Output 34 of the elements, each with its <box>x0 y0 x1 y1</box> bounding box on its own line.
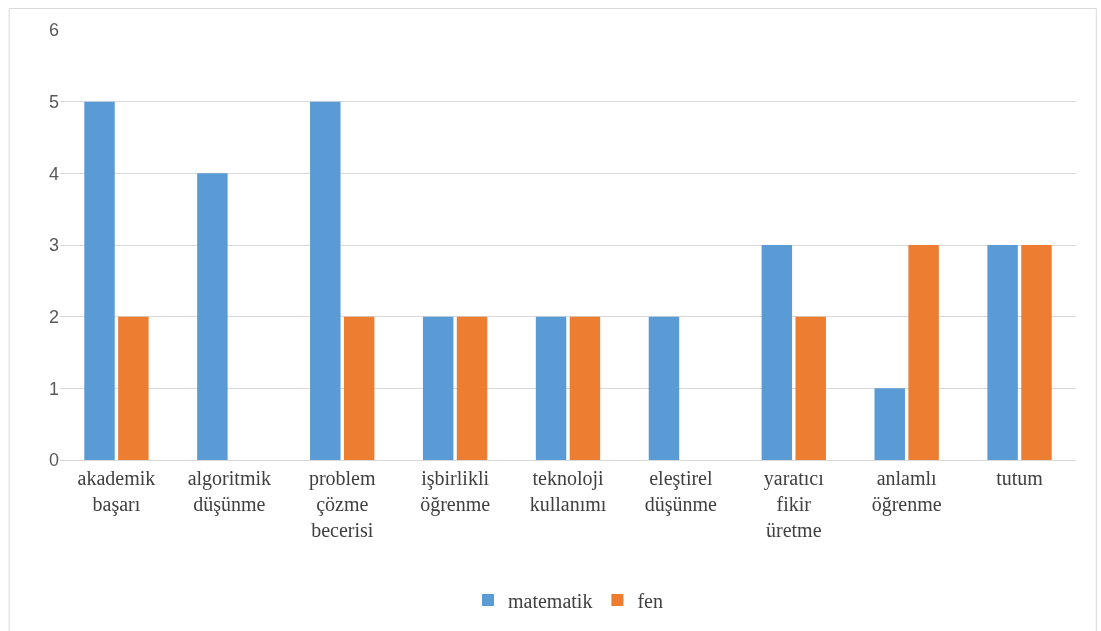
x-tick-label: problem çözme becerisi <box>308 467 376 541</box>
x-tick-label: eleştirel düşünme <box>644 467 718 516</box>
bar <box>648 316 680 460</box>
y-tick-label: 2 <box>48 306 59 327</box>
y-tick-label: 0 <box>48 450 59 471</box>
legend-label: fen <box>637 589 663 612</box>
bar <box>874 388 905 460</box>
y-tick-label: 3 <box>48 235 59 256</box>
bar <box>310 101 341 460</box>
y-tick-label: 1 <box>48 378 59 399</box>
bar <box>795 316 826 460</box>
x-tick-label: akademik başarı <box>77 467 156 516</box>
y-tick-label: 5 <box>48 91 59 112</box>
bar <box>456 316 488 460</box>
bar <box>1021 245 1052 460</box>
x-tick-label: algoritmik düşünme <box>187 467 271 516</box>
bar <box>422 316 454 460</box>
bar <box>569 316 601 460</box>
bar <box>197 173 228 460</box>
x-tick-label: anlamlı öğrenme <box>871 467 942 516</box>
x-tick-label: teknoloji kullanımı <box>529 467 607 515</box>
x-tick-label: işbirlikli öğrenme <box>420 467 491 516</box>
bar <box>761 245 793 460</box>
bar <box>118 316 149 460</box>
y-tick-label: 4 <box>48 163 59 184</box>
legend-label: matematik <box>508 589 593 612</box>
bar <box>535 316 567 460</box>
x-tick-label: tutum <box>996 467 1044 489</box>
y-tick-label: 6 <box>48 20 59 41</box>
bar <box>987 245 1018 460</box>
bar <box>84 101 115 460</box>
bar <box>343 316 375 460</box>
x-tick-label: yaratıcı fikir üretme <box>763 467 825 541</box>
bar <box>908 245 939 460</box>
